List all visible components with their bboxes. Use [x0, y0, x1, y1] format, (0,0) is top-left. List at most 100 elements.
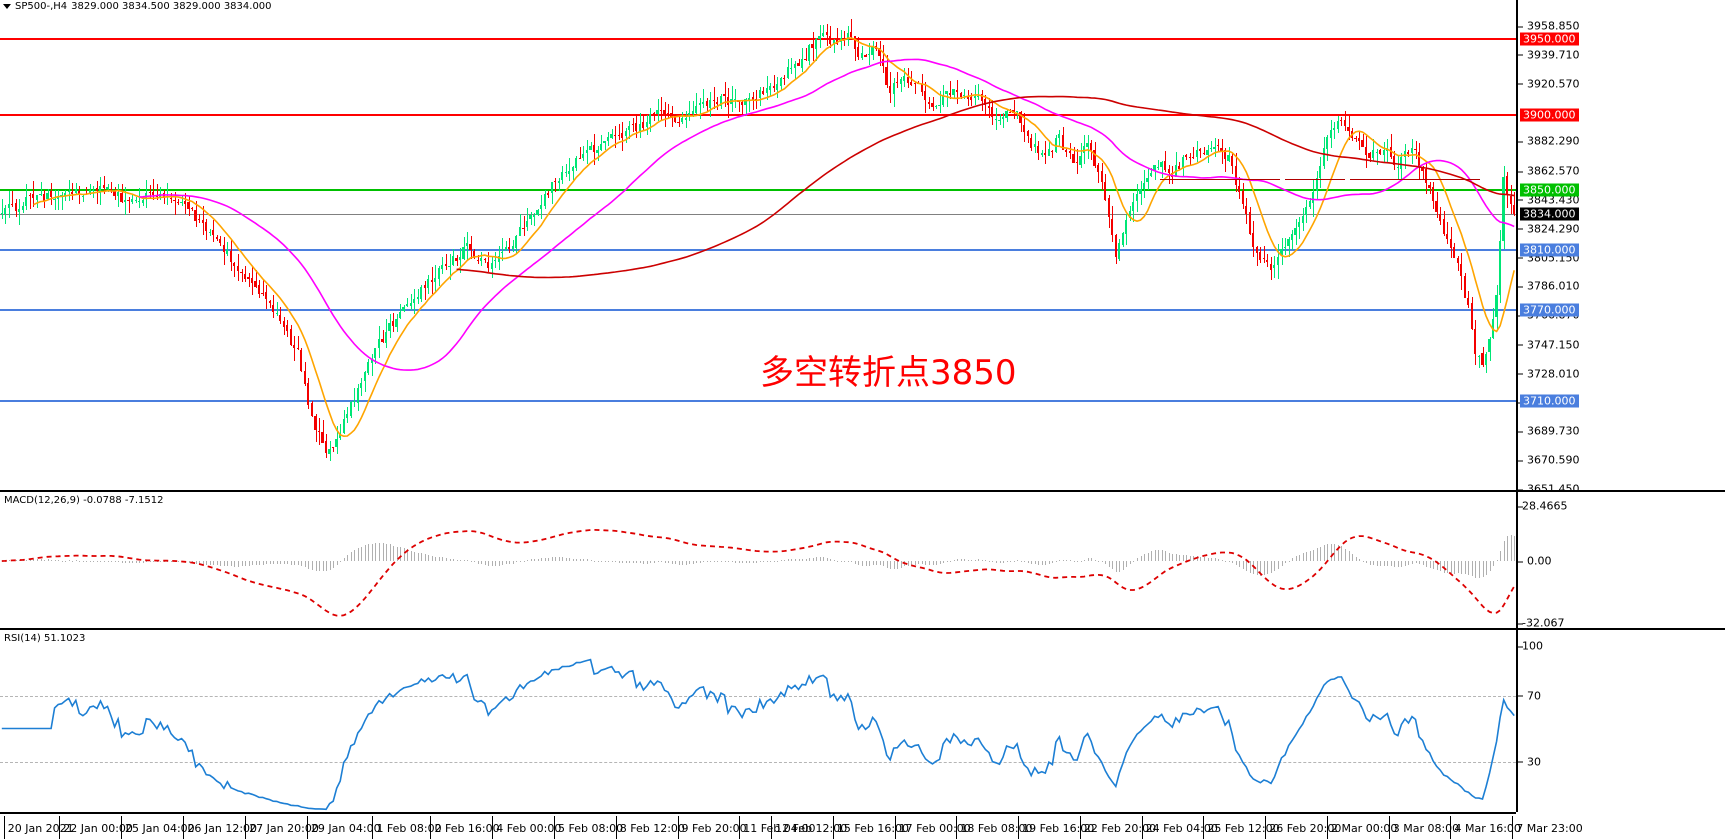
candle-body[interactable] [180, 202, 183, 204]
candle-body[interactable] [1146, 178, 1149, 182]
level-line-resistance[interactable] [0, 38, 1516, 41]
candle-body[interactable] [1196, 149, 1199, 157]
candle-body[interactable] [938, 104, 941, 106]
candle-body[interactable] [1485, 354, 1488, 366]
candle-body[interactable] [1055, 138, 1058, 153]
candle-body[interactable] [332, 447, 335, 449]
candle-body[interactable] [1072, 153, 1075, 163]
candle-body[interactable] [283, 321, 286, 327]
candle-body[interactable] [1309, 201, 1312, 207]
candle-body[interactable] [452, 256, 455, 266]
candle-body[interactable] [110, 188, 113, 192]
candle-body[interactable] [1298, 221, 1301, 227]
candle-body[interactable] [219, 238, 222, 243]
candle-body[interactable] [723, 93, 726, 97]
candle-body[interactable] [346, 414, 349, 418]
candle-body[interactable] [233, 262, 236, 267]
candle-body[interactable] [1379, 149, 1382, 154]
candle-body[interactable] [1383, 150, 1386, 156]
candle-body[interactable] [632, 123, 635, 125]
candle-body[interactable] [75, 189, 78, 193]
candle-body[interactable] [727, 96, 730, 106]
candle-body[interactable] [1153, 165, 1156, 172]
candle-body[interactable] [1400, 156, 1403, 169]
candle-body[interactable] [202, 219, 205, 224]
candle-body[interactable] [864, 54, 867, 57]
candle-body[interactable] [1513, 205, 1516, 215]
candle-body[interactable] [780, 77, 783, 86]
candle-body[interactable] [1125, 219, 1128, 235]
candle-body[interactable] [540, 204, 543, 210]
candle-body[interactable] [1471, 302, 1474, 330]
candle-body[interactable] [699, 102, 702, 106]
candle-body[interactable] [1273, 264, 1276, 268]
candle-body[interactable] [656, 109, 659, 115]
candle-body[interactable] [173, 200, 176, 202]
candle-body[interactable] [1319, 166, 1322, 179]
rsi-plot-area[interactable] [0, 630, 1516, 812]
candle-body[interactable] [1263, 258, 1266, 260]
candle-body[interactable] [1340, 120, 1343, 122]
candle-body[interactable] [818, 35, 821, 39]
candle-body[interactable] [565, 171, 568, 173]
candle-body[interactable] [99, 185, 102, 193]
candle-body[interactable] [477, 259, 480, 261]
candle-body[interactable] [681, 117, 684, 123]
candle-body[interactable] [36, 195, 39, 200]
candle-body[interactable] [43, 193, 46, 201]
candle-body[interactable] [903, 76, 906, 81]
candle-body[interactable] [1217, 145, 1220, 147]
candle-body[interactable] [304, 370, 307, 385]
candle-body[interactable] [861, 52, 864, 59]
candle-body[interactable] [406, 304, 409, 307]
candle-body[interactable] [1270, 263, 1273, 270]
candle-body[interactable] [1291, 233, 1294, 240]
candle-body[interactable] [1016, 111, 1019, 113]
candle-body[interactable] [702, 102, 705, 105]
candle-body[interactable] [1280, 249, 1283, 256]
candle-body[interactable] [57, 195, 60, 200]
candle-body[interactable] [1023, 124, 1026, 132]
candle-body[interactable] [357, 388, 360, 403]
candle-body[interactable] [1097, 164, 1100, 173]
candle-body[interactable] [1435, 201, 1438, 213]
candle-body[interactable] [1160, 162, 1163, 167]
candle-body[interactable] [1104, 181, 1107, 200]
candle-body[interactable] [1294, 227, 1297, 236]
candle-body[interactable] [1478, 355, 1481, 357]
candle-body[interactable] [1206, 149, 1209, 155]
level-badge-3834-000[interactable]: 3834.000 [1520, 207, 1579, 221]
candle-body[interactable] [847, 32, 850, 40]
candle-body[interactable] [1506, 176, 1509, 195]
candle-body[interactable] [1185, 155, 1188, 158]
level-badge-3900-000[interactable]: 3900.000 [1520, 108, 1579, 122]
candle-body[interactable] [410, 302, 413, 306]
candle-body[interactable] [1, 212, 4, 214]
candle-body[interactable] [1284, 246, 1287, 249]
candle-body[interactable] [963, 94, 966, 96]
candle-body[interactable] [804, 58, 807, 60]
candle-body[interactable] [501, 251, 504, 254]
candle-body[interactable] [1358, 138, 1361, 141]
candle-body[interactable] [558, 180, 561, 184]
candle-body[interactable] [1376, 151, 1379, 153]
candle-body[interactable] [1136, 193, 1139, 202]
candle-body[interactable] [420, 286, 423, 299]
candle-body[interactable] [1182, 157, 1185, 168]
candle-body[interactable] [445, 264, 448, 267]
candle-body[interactable] [974, 96, 977, 99]
candle-body[interactable] [1030, 137, 1033, 149]
candle-body[interactable] [498, 255, 501, 263]
candle-body[interactable] [364, 372, 367, 382]
candle-body[interactable] [900, 79, 903, 85]
candle-body[interactable] [1101, 170, 1104, 182]
candle-body[interactable] [1326, 137, 1329, 150]
candle-body[interactable] [1488, 338, 1491, 353]
candle-body[interactable] [1245, 206, 1248, 214]
candle-body[interactable] [1446, 233, 1449, 239]
candle-body[interactable] [593, 144, 596, 153]
candle-body[interactable] [935, 105, 938, 108]
candle-body[interactable] [491, 262, 494, 270]
candle-body[interactable] [487, 261, 490, 269]
candle-body[interactable] [466, 242, 469, 247]
